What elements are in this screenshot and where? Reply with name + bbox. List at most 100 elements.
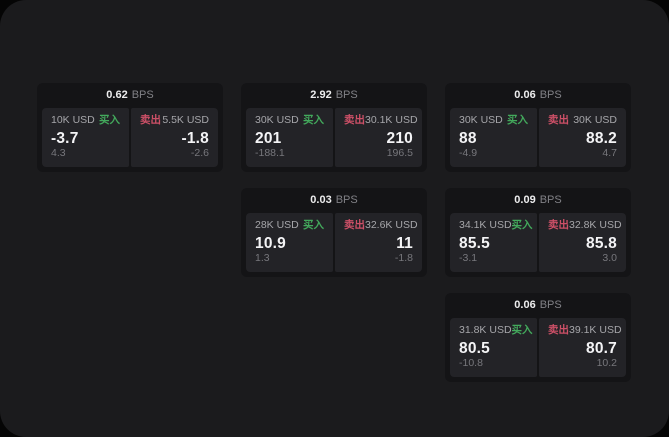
buy-side-label: 买入 (99, 114, 120, 126)
sell-price: 11 (396, 234, 413, 252)
sell-panel[interactable]: 卖出 5.5K USD -1.8 -2.6 (131, 108, 218, 167)
bps-unit-label: BPS (539, 194, 562, 206)
bps-header: 0.03 BPS (241, 188, 427, 213)
sell-side-label: 卖出 (344, 114, 365, 126)
buy-delta: -4.9 (459, 147, 478, 160)
buy-side-label: 买入 (507, 114, 528, 126)
sell-delta: 3.0 (602, 252, 617, 265)
sell-panel[interactable]: 卖出 32.6K USD 11 -1.8 (335, 213, 422, 272)
buy-side-label: 买入 (303, 219, 324, 231)
cards-grid: 0.62 BPS 10K USD 买入 -3.7 4.3 卖出 5.5K USD… (37, 83, 631, 382)
sell-side-label: 卖出 (548, 114, 569, 126)
sell-side-label: 卖出 (140, 114, 161, 126)
sell-amount: 5.5K USD (162, 114, 209, 126)
sell-panel[interactable]: 卖出 30.1K USD 210 196.5 (335, 108, 422, 167)
buy-label-row: 30K USD 买入 (255, 114, 324, 127)
quote-card: 0.06 BPS 30K USD 买入 88 -4.9 卖出 30K USD 8… (445, 83, 631, 172)
sell-label-row: 卖出 32.6K USD (344, 219, 418, 232)
quote-card: 0.06 BPS 31.8K USD 买入 80.5 -10.8 卖出 39.1… (445, 293, 631, 382)
sell-label-row: 卖出 30.1K USD (344, 114, 418, 127)
bps-value: 0.06 (514, 89, 536, 101)
quote-panels: 28K USD 买入 10.9 1.3 卖出 32.6K USD 11 -1.8 (241, 213, 427, 277)
buy-delta: -3.1 (459, 252, 478, 265)
buy-price: 85.5 (459, 234, 490, 252)
sell-delta: 4.7 (602, 147, 617, 160)
buy-amount: 30K USD (255, 114, 299, 126)
buy-amount: 28K USD (255, 219, 299, 231)
quote-panels: 30K USD 买入 88 -4.9 卖出 30K USD 88.2 4.7 (445, 108, 631, 172)
quote-panels: 34.1K USD 买入 85.5 -3.1 卖出 32.8K USD 85.8… (445, 213, 631, 277)
bps-unit-label: BPS (539, 299, 562, 311)
bps-header: 0.06 BPS (445, 83, 631, 108)
buy-amount: 31.8K USD (459, 324, 512, 336)
sell-price: 80.7 (586, 339, 617, 357)
buy-label-row: 31.8K USD 买入 (459, 324, 533, 337)
buy-side-label: 买入 (511, 324, 533, 336)
bps-header: 0.06 BPS (445, 293, 631, 318)
quote-panels: 10K USD 买入 -3.7 4.3 卖出 5.5K USD -1.8 -2.… (37, 108, 223, 172)
buy-panel[interactable]: 31.8K USD 买入 80.5 -10.8 (450, 318, 537, 377)
sell-delta: -2.6 (190, 147, 209, 160)
sell-amount: 32.6K USD (365, 219, 418, 231)
sell-label-row: 卖出 39.1K USD (548, 324, 622, 337)
quote-card: 0.09 BPS 34.1K USD 买入 85.5 -3.1 卖出 32.8K… (445, 188, 631, 277)
sell-panel[interactable]: 卖出 39.1K USD 80.7 10.2 (539, 318, 626, 377)
buy-side-label: 买入 (511, 219, 533, 231)
quote-card: 0.03 BPS 28K USD 买入 10.9 1.3 卖出 32.6K US… (241, 188, 427, 277)
bps-header: 0.62 BPS (37, 83, 223, 108)
buy-delta: -188.1 (255, 147, 285, 160)
buy-price: 88 (459, 129, 477, 147)
bps-header: 0.09 BPS (445, 188, 631, 213)
sell-amount: 30.1K USD (365, 114, 418, 126)
buy-price: 10.9 (255, 234, 286, 252)
bps-unit-label: BPS (131, 89, 154, 101)
buy-panel[interactable]: 30K USD 买入 201 -188.1 (246, 108, 333, 167)
bps-unit-label: BPS (335, 89, 358, 101)
sell-side-label: 卖出 (548, 324, 569, 336)
bps-unit-label: BPS (539, 89, 562, 101)
buy-amount: 10K USD (51, 114, 95, 126)
sell-price: 210 (386, 129, 413, 147)
buy-side-label: 买入 (303, 114, 324, 126)
sell-amount: 30K USD (573, 114, 617, 126)
bps-value: 0.03 (310, 194, 332, 206)
bps-value: 0.09 (514, 194, 536, 206)
buy-panel[interactable]: 30K USD 买入 88 -4.9 (450, 108, 537, 167)
buy-delta: 4.3 (51, 147, 66, 160)
bps-value: 2.92 (310, 89, 332, 101)
sell-side-label: 卖出 (548, 219, 569, 231)
sell-delta: 10.2 (596, 357, 617, 370)
sell-panel[interactable]: 卖出 30K USD 88.2 4.7 (539, 108, 626, 167)
buy-price: 201 (255, 129, 282, 147)
sell-label-row: 卖出 30K USD (548, 114, 617, 127)
buy-delta: 1.3 (255, 252, 270, 265)
sell-delta: -1.8 (394, 252, 413, 265)
sell-label-row: 卖出 32.8K USD (548, 219, 622, 232)
buy-amount: 30K USD (459, 114, 503, 126)
buy-panel[interactable]: 34.1K USD 买入 85.5 -3.1 (450, 213, 537, 272)
buy-label-row: 10K USD 买入 (51, 114, 120, 127)
sell-label-row: 卖出 5.5K USD (140, 114, 209, 127)
sell-panel[interactable]: 卖出 32.8K USD 85.8 3.0 (539, 213, 626, 272)
buy-panel[interactable]: 10K USD 买入 -3.7 4.3 (42, 108, 129, 167)
buy-label-row: 30K USD 买入 (459, 114, 528, 127)
buy-label-row: 34.1K USD 买入 (459, 219, 533, 232)
sell-price: -1.8 (181, 129, 209, 147)
sell-price: 88.2 (586, 129, 617, 147)
buy-label-row: 28K USD 买入 (255, 219, 324, 232)
bps-unit-label: BPS (335, 194, 358, 206)
buy-amount: 34.1K USD (459, 219, 512, 231)
buy-price: -3.7 (51, 129, 79, 147)
quote-card: 2.92 BPS 30K USD 买入 201 -188.1 卖出 30.1K … (241, 83, 427, 172)
sell-amount: 39.1K USD (569, 324, 622, 336)
sell-price: 85.8 (586, 234, 617, 252)
buy-panel[interactable]: 28K USD 买入 10.9 1.3 (246, 213, 333, 272)
bps-value: 0.62 (106, 89, 128, 101)
buy-price: 80.5 (459, 339, 490, 357)
quote-panels: 31.8K USD 买入 80.5 -10.8 卖出 39.1K USD 80.… (445, 318, 631, 382)
bps-header: 2.92 BPS (241, 83, 427, 108)
sell-side-label: 卖出 (344, 219, 365, 231)
sell-amount: 32.8K USD (569, 219, 622, 231)
quote-card: 0.62 BPS 10K USD 买入 -3.7 4.3 卖出 5.5K USD… (37, 83, 223, 172)
